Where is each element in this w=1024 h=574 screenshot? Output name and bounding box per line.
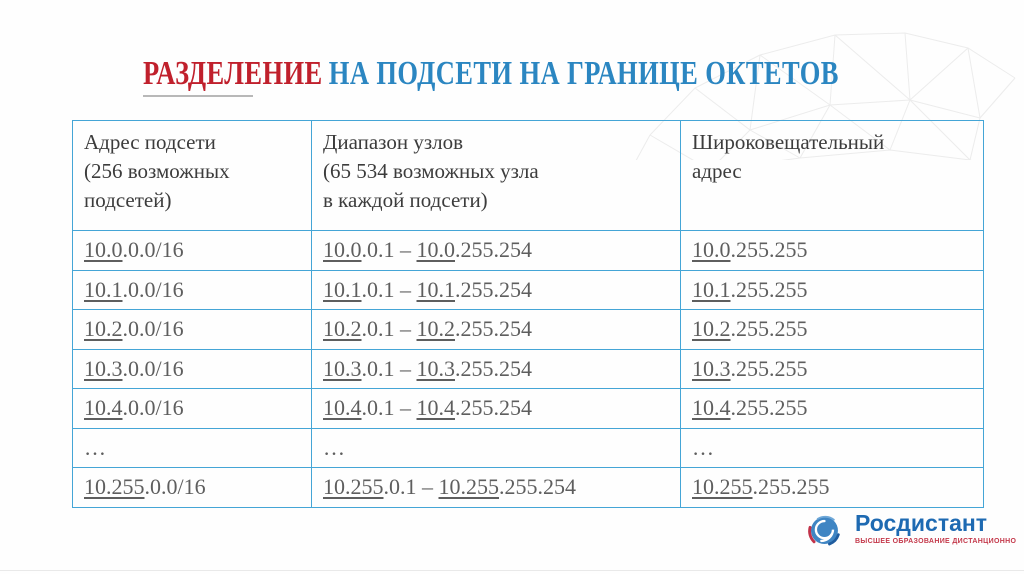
- ip-network-part: 10.255: [84, 474, 145, 500]
- ip-host-part: .0.1 –: [361, 276, 417, 302]
- ip-host-part: .0.0/16: [144, 474, 206, 500]
- bottom-divider: [0, 570, 1024, 571]
- ip-host-part: …: [84, 434, 106, 460]
- ip-network-part: 10.3: [84, 355, 123, 381]
- table-cell: 10.2.0.1 – 10.2.255.254: [311, 309, 681, 350]
- ip-host-part: .0.1 –: [361, 395, 417, 421]
- ip-host-part: .0.1 –: [361, 237, 417, 263]
- ip-network-part: 10.255: [438, 474, 500, 500]
- table-body: 10.0.0.0/16 10.0.0.1 – 10.0.255.254 10.0.2…: [72, 230, 984, 508]
- ip-host-part: .255.255: [730, 316, 808, 342]
- table-cell: 10.0.0.0/16: [72, 230, 312, 271]
- ip-host-part: .0.1 –: [361, 316, 417, 342]
- ip-host-part: .0.0/16: [122, 316, 184, 342]
- ip-host-part: .0.1 –: [383, 474, 439, 500]
- table-row: 10.3.0.0/16 10.3.0.1 – 10.3.255.254 10.3.2…: [72, 348, 984, 389]
- ip-network-part: 10.0: [84, 237, 123, 263]
- ip-host-part: .255.254: [499, 474, 576, 500]
- ip-network-part: 10.0: [323, 237, 362, 263]
- ip-host-part: .255.255: [730, 395, 808, 421]
- table-row: 10.4.0.0/16 10.4.0.1 – 10.4.255.254 10.4.2…: [72, 388, 984, 429]
- table-row: … … …: [72, 427, 984, 468]
- table-cell: …: [680, 427, 984, 468]
- table-cell: 10.4.0.0/16: [72, 388, 312, 429]
- table-cell: 10.1.255.255: [680, 269, 984, 310]
- ip-network-part: 10.2: [416, 316, 456, 342]
- ip-host-part: .255.254: [455, 395, 532, 421]
- ip-network-part: 10.4: [84, 395, 123, 421]
- ip-network-part: 10.1: [323, 276, 362, 302]
- ip-network-part: 10.255: [323, 474, 384, 500]
- table-header-cell: Адрес подсети (256 возможных подсетей): [72, 120, 312, 231]
- ip-network-part: 10.4: [416, 395, 456, 421]
- logo-name: Росдистант: [855, 510, 988, 536]
- table-cell: 10.4.255.255: [680, 388, 984, 429]
- ip-network-part: 10.0: [416, 237, 456, 263]
- table-cell: 10.2.255.255: [680, 309, 984, 350]
- table-row: 10.0.0.0/16 10.0.0.1 – 10.0.255.254 10.0.2…: [72, 230, 984, 271]
- ip-host-part: .255.255: [730, 355, 808, 381]
- table-row: 10.255.0.0/16 10.255.0.1 – 10.255.255.254…: [72, 467, 984, 508]
- rosdistant-logo: Росдистант ВЫСШЕЕ ОБРАЗОВАНИЕ ДИСТАНЦИОН…: [806, 511, 1016, 549]
- ip-network-part: 10.3: [416, 355, 456, 381]
- ip-host-part: .0.0/16: [122, 276, 184, 302]
- ip-network-part: 10.255: [692, 474, 753, 500]
- title-rest: НА ПОДСЕТИ НА ГРАНИЦЕ ОКТЕТОВ: [328, 55, 839, 92]
- table-cell: 10.0.0.1 – 10.0.255.254: [311, 230, 681, 271]
- ip-network-part: 10.3: [323, 355, 362, 381]
- table-cell: 10.1.0.1 – 10.1.255.254: [311, 269, 681, 310]
- table-cell: 10.0.255.255: [680, 230, 984, 271]
- ip-host-part: .255.255: [730, 276, 808, 302]
- ip-host-part: .0.1 –: [361, 355, 417, 381]
- table-cell: …: [72, 427, 312, 468]
- table-cell: …: [311, 427, 681, 468]
- table-cell: 10.255.0.1 – 10.255.255.254: [311, 467, 681, 508]
- ip-network-part: 10.1: [416, 276, 456, 302]
- ip-host-part: .255.254: [455, 316, 532, 342]
- ip-host-part: .255.255: [730, 237, 808, 263]
- ip-host-part: .255.254: [455, 237, 532, 263]
- ip-network-part: 10.4: [323, 395, 362, 421]
- ip-network-part: 10.1: [692, 276, 731, 302]
- page-title: РАЗДЕЛЕНИЕ НА ПОДСЕТИ НА ГРАНИЦЕ ОКТЕТОВ: [143, 54, 839, 94]
- ip-host-part: .0.0/16: [122, 355, 184, 381]
- logo-tagline: ВЫСШЕЕ ОБРАЗОВАНИЕ ДИСТАНЦИОННО: [855, 538, 1017, 545]
- ip-network-part: 10.0: [692, 237, 731, 263]
- rosdistant-globe-icon: [808, 515, 840, 546]
- table-header-cell: Диапазон узлов (65 534 возможных узла в ка…: [311, 120, 681, 231]
- table-cell: 10.3.0.0/16: [72, 348, 312, 389]
- ip-network-part: 10.4: [692, 395, 731, 421]
- table-row: 10.1.0.0/16 10.1.0.1 – 10.1.255.254 10.1.2…: [72, 269, 984, 310]
- ip-network-part: 10.1: [84, 276, 123, 302]
- ip-network-part: 10.2: [84, 316, 123, 342]
- ip-host-part: .0.0/16: [122, 237, 184, 263]
- ip-host-part: …: [692, 434, 714, 460]
- ip-host-part: .255.254: [455, 276, 532, 302]
- table-cell: 10.255.0.0/16: [72, 467, 312, 508]
- table-cell: 10.4.0.1 – 10.4.255.254: [311, 388, 681, 429]
- ip-network-part: 10.2: [692, 316, 731, 342]
- ip-host-part: .255.254: [455, 355, 532, 381]
- table-row: 10.2.0.0/16 10.2.0.1 – 10.2.255.254 10.2.2…: [72, 309, 984, 350]
- table-cell: 10.3.0.1 – 10.3.255.254: [311, 348, 681, 389]
- table-cell: 10.3.255.255: [680, 348, 984, 389]
- table-header-row: Адрес подсети (256 возможных подсетей) Диап…: [72, 120, 984, 231]
- title-underline-decoration: [143, 95, 253, 97]
- logo-text-block: Росдистант ВЫСШЕЕ ОБРАЗОВАНИЕ ДИСТАНЦИОН…: [855, 511, 1016, 545]
- table-cell: 10.1.0.0/16: [72, 269, 312, 310]
- ip-host-part: …: [323, 434, 345, 460]
- ip-network-part: 10.2: [323, 316, 362, 342]
- ip-host-part: .0.0/16: [122, 395, 184, 421]
- table-cell: 10.255.255.255: [680, 467, 984, 508]
- ip-host-part: .255.255: [752, 474, 830, 500]
- table-cell: 10.2.0.0/16: [72, 309, 312, 350]
- title-highlight: РАЗДЕЛЕНИЕ: [143, 55, 323, 92]
- ip-network-part: 10.3: [692, 355, 731, 381]
- table-header-cell: Широковещательный адрес: [680, 120, 984, 231]
- subnet-table: Адрес подсети (256 возможных подсетей) Диап…: [72, 120, 984, 508]
